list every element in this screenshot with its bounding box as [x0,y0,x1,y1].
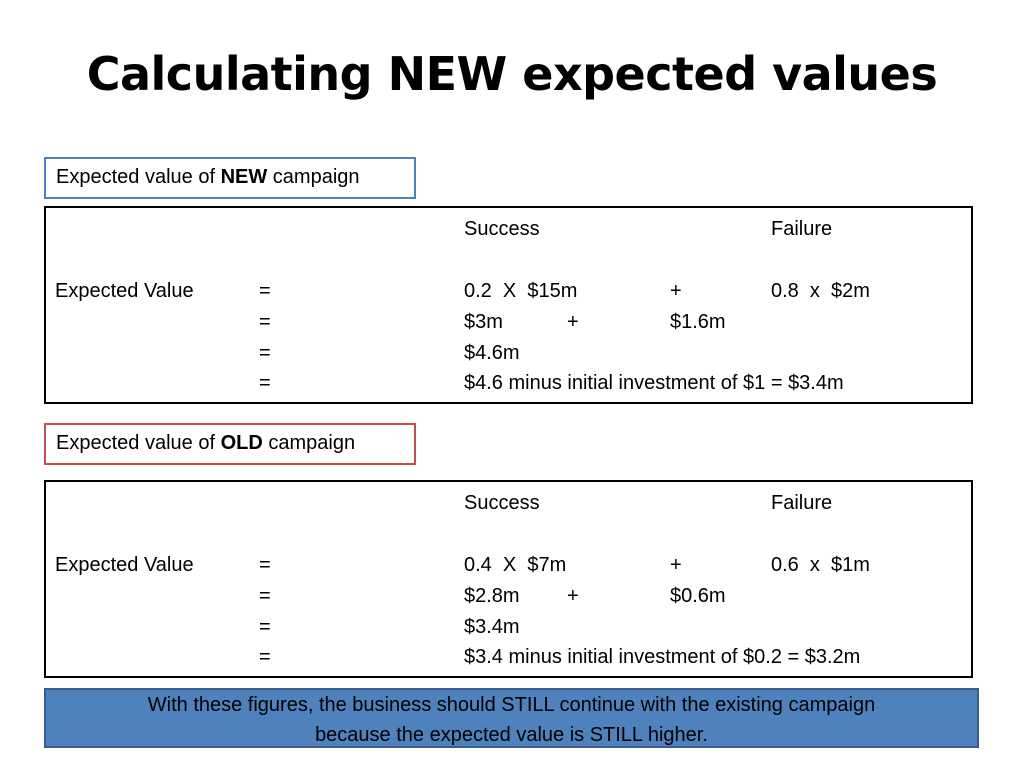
old-row1-success: 0.4 X $7m [464,554,567,576]
old-calculation-box: Success Failure Expected Value = 0.4 X $… [44,480,973,678]
new-row2-eq: = [259,311,271,333]
new-row1-plus: + [670,280,682,302]
new-row1-failure: 0.8 x $2m [771,280,870,302]
old-label-bold: OLD [220,432,263,454]
old-header-failure: Failure [771,492,833,514]
new-label-prefix: Expected value of [56,166,215,188]
new-row4-result: $4.6 minus initial investment of $1 = $3… [464,372,844,394]
new-row2-plus: + [567,311,579,333]
old-row3-eq: = [259,616,271,638]
slide-title: Calculating NEW expected values [86,47,938,101]
old-row2-plus: + [567,585,579,607]
new-row1-label: Expected Value [55,280,194,302]
conclusion-line-2: because the expected value is STILL high… [315,724,708,746]
old-label-suffix: campaign [268,432,356,454]
old-row1-plus: + [670,554,682,576]
old-row2-success: $2.8m [464,585,520,607]
new-row2-success: $3m [464,311,503,333]
old-row1-label: Expected Value [55,554,194,576]
old-row2-failure: $0.6m [670,585,726,607]
new-campaign-label: Expected value of NEW campaign [44,157,416,199]
new-label-suffix: campaign [272,166,360,188]
new-calculation-box: Success Failure Expected Value = 0.2 X $… [44,206,973,404]
old-row4-result: $3.4 minus initial investment of $0.2 = … [464,646,861,668]
new-row3-eq: = [259,342,271,364]
old-row2-eq: = [259,585,271,607]
new-row1-success: 0.2 X $15m [464,280,578,302]
new-row3-result: $4.6m [464,342,520,364]
old-row4-eq: = [259,646,271,668]
new-header-success: Success [464,218,540,240]
old-campaign-label: Expected value of OLD campaign [44,423,416,465]
new-header-failure: Failure [771,218,833,240]
old-row1-eq: = [259,554,271,576]
old-label-prefix: Expected value of [56,432,215,454]
old-row1-failure: 0.6 x $1m [771,554,870,576]
new-label-bold: NEW [220,166,268,188]
old-header-success: Success [464,492,540,514]
conclusion-banner: With these figures, the business should … [44,688,979,748]
new-row4-eq: = [259,372,271,394]
conclusion-line-1: With these figures, the business should … [147,694,876,716]
old-row3-result: $3.4m [464,616,520,638]
new-row1-eq: = [259,280,271,302]
new-row2-failure: $1.6m [670,311,726,333]
